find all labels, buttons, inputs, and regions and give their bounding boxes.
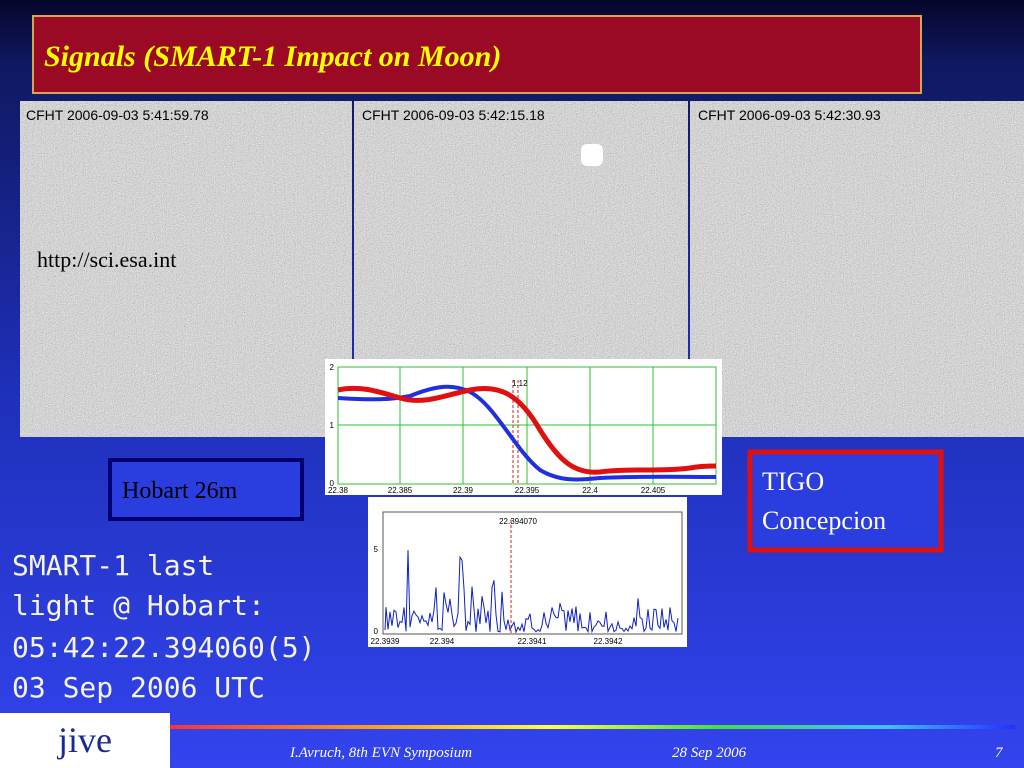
- image-caption: CFHT 2006-09-03 5:42:15.18: [362, 107, 545, 123]
- plot-top: 2 1 0 22.38 22.385 22.39 22.395 22.4 22.…: [325, 359, 722, 495]
- note-line: SMART-1 last: [12, 549, 214, 582]
- tigo-label: TIGO: [762, 467, 824, 496]
- x-tick-label: 22.385: [388, 486, 413, 495]
- image-credit: http://sci.esa.int: [37, 247, 176, 272]
- x-tick-label: 22.3939: [371, 637, 400, 646]
- image-caption: CFHT 2006-09-03 5:41:59.78: [26, 107, 209, 123]
- hobart-box: [108, 458, 304, 521]
- signal-trace: [384, 549, 679, 634]
- x-tick-label: 22.3941: [518, 637, 547, 646]
- note-line: 05:42:22.394060(5): [12, 631, 315, 664]
- note-line: light @ Hobart:: [12, 589, 265, 622]
- tigo-box: [747, 449, 944, 553]
- marker-label: 1.12: [512, 379, 528, 388]
- plot-background: [368, 497, 687, 647]
- x-tick-label: 22.3942: [594, 637, 623, 646]
- plot-frame: [382, 511, 683, 635]
- title: Signals (SMART-1 Impact on Moon): [44, 40, 501, 73]
- hobart-label: Hobart 26m: [122, 478, 238, 504]
- marker-label: 22.394070: [499, 517, 537, 526]
- footer-author: I.Avruch, 8th EVN Symposium: [289, 745, 472, 761]
- x-tick-label: 22.405: [641, 486, 666, 495]
- plot-grid: [337, 366, 717, 485]
- y-tick-label: 5: [374, 545, 379, 554]
- x-tick-label: 22.4: [582, 486, 598, 495]
- plot-bottom: 5 0 22.3939 22.394 22.3941 22.3942 22.39…: [368, 497, 687, 647]
- x-tick-label: 22.394: [430, 637, 455, 646]
- x-tick-label: 22.395: [515, 486, 540, 495]
- moon-image: [690, 101, 1024, 437]
- x-tick-label: 22.39: [453, 486, 474, 495]
- image-caption: CFHT 2006-09-03 5:42:30.93: [698, 107, 881, 123]
- y-tick-label: 0: [374, 627, 379, 636]
- impact-flash: [581, 144, 603, 166]
- title-box: [32, 15, 922, 94]
- y-tick-label: 0: [330, 479, 335, 488]
- footer-page: 7: [995, 745, 1004, 761]
- logo-box: [0, 713, 170, 768]
- tigo-label: Concepcion: [762, 506, 886, 535]
- rainbow-rule: [170, 725, 1015, 729]
- signal-curve: [337, 385, 717, 475]
- x-tick-label: 22.38: [328, 486, 349, 495]
- y-tick-label: 1: [330, 421, 335, 430]
- y-tick-label: 2: [330, 363, 335, 372]
- footer-date: 28 Sep 2006: [672, 745, 747, 761]
- moon-image: [20, 101, 352, 437]
- signal-curve: [337, 384, 717, 482]
- note-line: 03 Sep 2006 UTC: [12, 671, 265, 704]
- logo: jive: [56, 720, 112, 760]
